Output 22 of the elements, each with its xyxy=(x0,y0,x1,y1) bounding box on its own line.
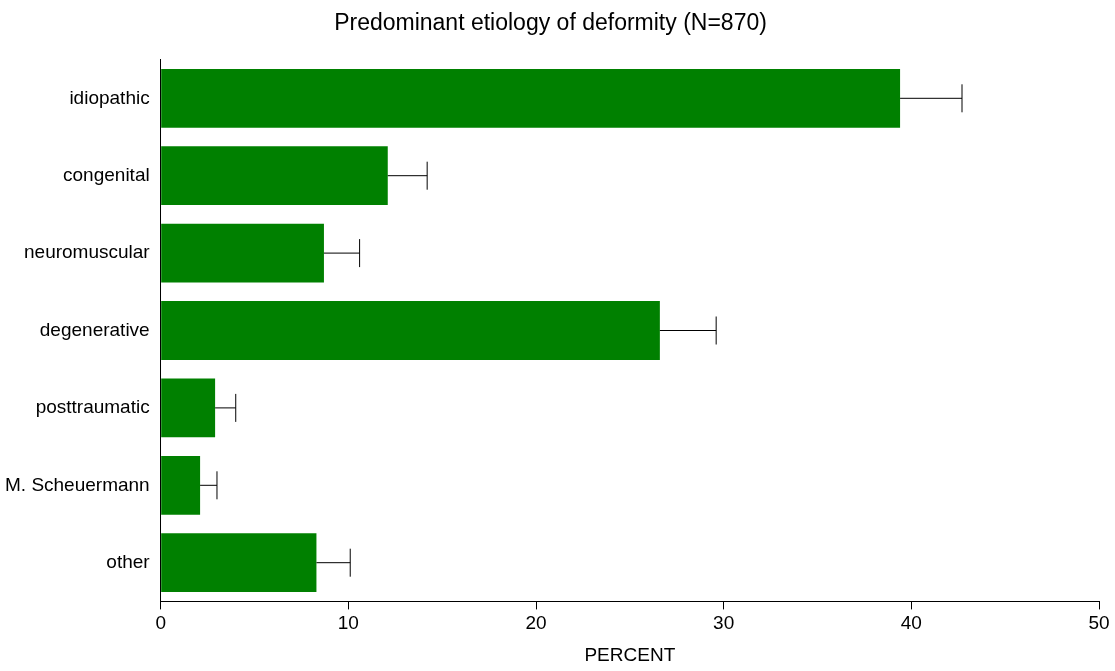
bar xyxy=(161,68,901,128)
x-tick-label: 20 xyxy=(525,612,547,634)
x-tick-label: 0 xyxy=(155,612,166,634)
y-tick-label: other xyxy=(106,550,151,572)
bar xyxy=(161,223,324,283)
bar xyxy=(161,533,317,593)
x-tick-label: 50 xyxy=(1088,612,1110,634)
bar xyxy=(161,301,660,360)
y-tick-label: M. Scheuermann xyxy=(4,473,150,495)
x-axis-title: PERCENT xyxy=(584,643,676,665)
bar xyxy=(161,146,388,206)
y-tick-label: congenital xyxy=(63,163,150,185)
y-tick-label: neuromuscular xyxy=(24,241,151,263)
bar xyxy=(161,378,216,438)
chart-title: Predominant etiology of deformity (N=870) xyxy=(334,9,767,36)
y-tick-label: idiopathic xyxy=(69,86,150,108)
y-tick-label: degenerative xyxy=(39,318,150,340)
x-tick-label: 40 xyxy=(900,612,922,634)
x-tick-label: 30 xyxy=(713,612,735,634)
y-tick-label: posttraumatic xyxy=(35,396,150,418)
bar xyxy=(161,455,201,515)
x-tick-label: 10 xyxy=(337,612,359,634)
